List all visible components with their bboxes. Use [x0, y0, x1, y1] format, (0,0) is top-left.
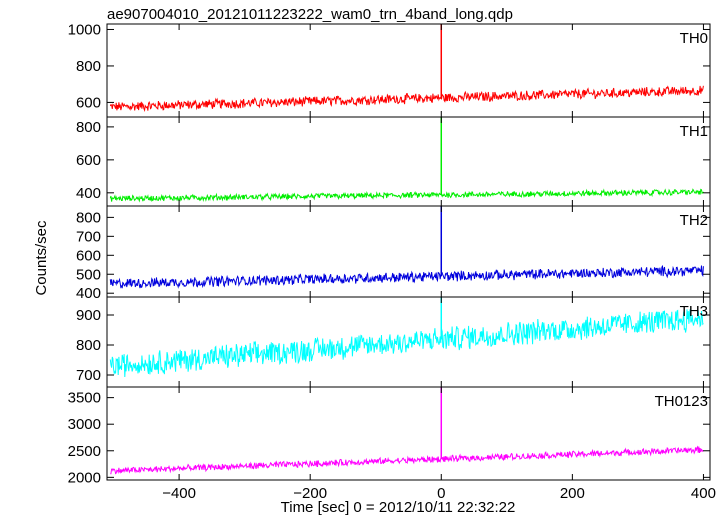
y-tick-label: 500 — [76, 266, 101, 283]
panel-label-th1: TH1 — [680, 123, 708, 140]
y-tick-label: 3500 — [68, 390, 101, 407]
y-tick-label: 2000 — [68, 469, 101, 486]
panel-th2: 400 500 600 700 800 TH2 — [76, 205, 711, 302]
x-axis-ticks: −400 −200 0 200 400 — [162, 485, 716, 502]
series-line-th0 — [109, 85, 704, 112]
y-tick-label: 400 — [76, 185, 101, 202]
y-tick-label: 800 — [76, 58, 101, 75]
y-tick-label: 800 — [76, 119, 101, 136]
panel-th1: 400 600 800 TH1 — [76, 116, 711, 207]
series-line-th1 — [109, 188, 704, 203]
y-tick-label: 800 — [76, 337, 101, 354]
y-tick-label: 900 — [76, 307, 101, 324]
x-axis-title: Time [sec] 0 = 2012/10/11 22:32:22 — [281, 499, 516, 516]
panels-group: 600 800 1000 TH0 400 600 800 TH1 400 500 600 700 800… — [68, 21, 711, 486]
y-tick-label: 1000 — [68, 21, 101, 38]
series-line-th0123 — [110, 445, 704, 475]
series-line-th2 — [109, 264, 704, 289]
panel-th3: 700 800 900 TH3 — [76, 296, 711, 388]
y-tick-label: 700 — [76, 228, 101, 245]
panel-th0123: 2000 2500 3000 3500 TH0123 — [68, 386, 711, 486]
x-tick-label: 400 — [691, 485, 716, 502]
y-tick-label: 3000 — [68, 416, 101, 433]
y-tick-label: 600 — [76, 94, 101, 111]
y-tick-label: 700 — [76, 367, 101, 384]
x-tick-label: 200 — [560, 485, 585, 502]
x-tick-label: −200 — [293, 485, 327, 502]
panel-frame — [106, 23, 711, 118]
panel-label-th0123: TH0123 — [655, 393, 708, 410]
panel-label-th2: TH2 — [680, 212, 708, 229]
x-tick-label: −400 — [162, 485, 196, 502]
panel-frame — [106, 386, 711, 481]
panel-th0: 600 800 1000 TH0 — [68, 21, 711, 118]
y-axis-title: Counts/sec — [33, 220, 50, 296]
y-tick-label: 400 — [76, 285, 101, 302]
panel-label-th0: TH0 — [680, 30, 708, 47]
y-tick-label: 2500 — [68, 443, 101, 460]
x-tick-label: 0 — [437, 485, 445, 502]
y-tick-label: 600 — [76, 152, 101, 169]
series-line-th3 — [109, 309, 704, 378]
panel-label-th3: TH3 — [680, 303, 708, 320]
chart-title: ae907004010_20121011223222_wam0_trn_4ban… — [107, 6, 513, 23]
y-tick-label: 600 — [76, 247, 101, 264]
y-tick-label: 800 — [76, 209, 101, 226]
